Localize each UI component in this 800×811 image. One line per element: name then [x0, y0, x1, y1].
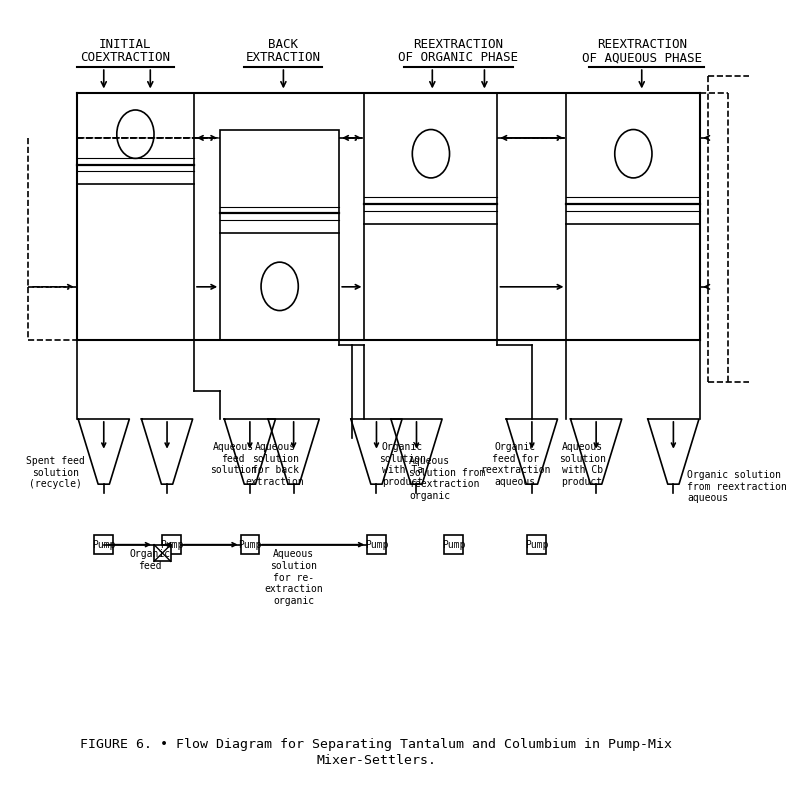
- Bar: [220, 131, 339, 340]
- Text: EXTRACTION: EXTRACTION: [246, 51, 321, 64]
- Text: Organic
solution
with Ta
product: Organic solution with Ta product: [379, 442, 426, 487]
- Text: Pump: Pump: [92, 539, 115, 550]
- Text: OF AQUEOUS PHASE: OF AQUEOUS PHASE: [582, 51, 702, 64]
- Text: Aqueous
solution from
reextraction
organic: Aqueous solution from reextraction organ…: [409, 457, 486, 501]
- Text: Aqueous
solution
for re-
extraction
organic: Aqueous solution for re- extraction orga…: [264, 549, 323, 606]
- Text: FIGURE 6. • Flow Diagram for Separating Tantalum and Columbium in Pump-Mix: FIGURE 6. • Flow Diagram for Separating …: [81, 738, 673, 751]
- Bar: [445, 535, 463, 554]
- Text: Organic solution
from reextraction
aqueous: Organic solution from reextraction aqueo…: [687, 470, 787, 504]
- Bar: [77, 93, 194, 340]
- Text: Pump: Pump: [442, 539, 466, 550]
- Bar: [241, 535, 259, 554]
- Ellipse shape: [412, 130, 450, 178]
- Text: REEXTRACTION: REEXTRACTION: [414, 38, 503, 51]
- Text: Organic
feed: Organic feed: [130, 549, 171, 571]
- Text: REEXTRACTION: REEXTRACTION: [597, 38, 686, 51]
- Ellipse shape: [614, 130, 652, 178]
- Text: Pump: Pump: [238, 539, 262, 550]
- Bar: [364, 93, 498, 340]
- Bar: [566, 93, 700, 340]
- Text: COEXTRACTION: COEXTRACTION: [80, 51, 170, 64]
- Text: OF ORGANIC PHASE: OF ORGANIC PHASE: [398, 51, 518, 64]
- Text: Pump: Pump: [160, 539, 183, 550]
- Text: Aqueous
solution
for back
extraction: Aqueous solution for back extraction: [246, 442, 304, 487]
- Bar: [162, 535, 181, 554]
- Bar: [94, 535, 113, 554]
- Text: Pump: Pump: [365, 539, 388, 550]
- Text: Aqueous
feed
solution: Aqueous feed solution: [210, 442, 257, 475]
- Text: BACK: BACK: [268, 38, 298, 51]
- Bar: [527, 535, 546, 554]
- Text: Mixer-Settlers.: Mixer-Settlers.: [317, 754, 437, 767]
- Text: Aqueous
solution
with Cb
product: Aqueous solution with Cb product: [558, 442, 606, 487]
- Ellipse shape: [261, 262, 298, 311]
- Bar: [154, 545, 170, 561]
- Text: INITIAL: INITIAL: [99, 38, 151, 51]
- Text: Organic
feed for
reextraction
aqueous: Organic feed for reextraction aqueous: [480, 442, 550, 487]
- Text: Spent feed
solution
(recycle): Spent feed solution (recycle): [26, 457, 85, 489]
- Ellipse shape: [117, 110, 154, 158]
- Bar: [367, 535, 386, 554]
- Text: Pump: Pump: [525, 539, 548, 550]
